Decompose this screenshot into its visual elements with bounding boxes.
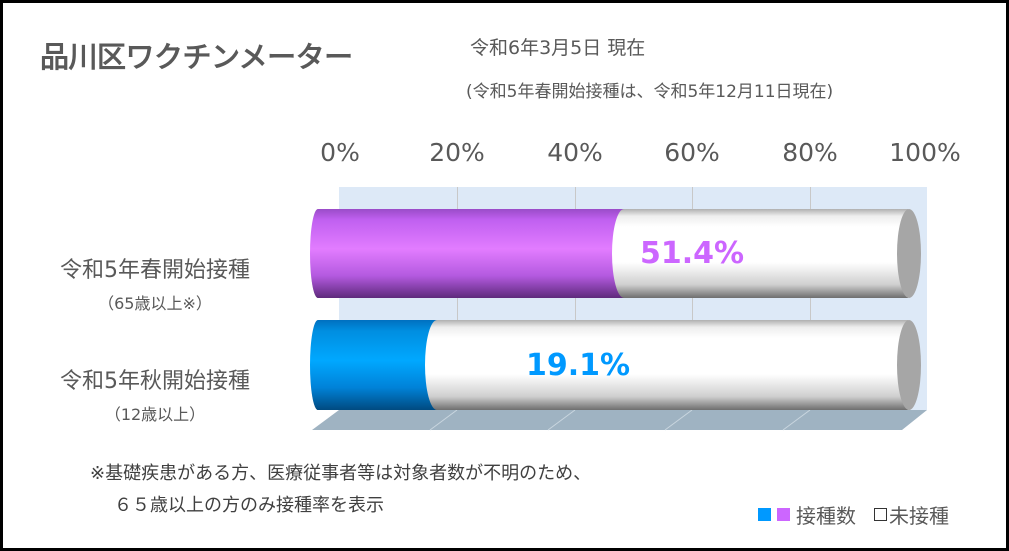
category-title: 令和5年秋開始接種: [60, 369, 250, 394]
bar-spring-2023: [310, 209, 921, 298]
x-tick-0: 0%: [320, 138, 360, 167]
footnote-line-1: ※基礎疾患がある方、医療従事者等は対象者数が不明のため、: [90, 463, 592, 484]
category-subtitle: （65歳以上※）: [98, 294, 212, 313]
legend-unvaccinated-label: 未接種: [889, 504, 949, 528]
category-title: 令和5年春開始接種: [60, 258, 250, 283]
x-tick-40: 40%: [547, 138, 603, 167]
as-of-date: 令和6年3月5日 現在: [470, 37, 646, 59]
gridline: [692, 187, 693, 410]
as-of-date-note: (令和5年春開始接種は、令和5年12月11日現在): [466, 82, 834, 102]
category-subtitle: （12歳以上）: [104, 405, 206, 424]
legend-swatch-empty-icon: [874, 508, 887, 521]
legend-swatch-blue-icon: [758, 508, 771, 521]
gridline: [457, 187, 458, 410]
bar-autumn-2023: [310, 320, 921, 410]
gridline: [810, 187, 811, 410]
plot-floor: [312, 410, 927, 430]
x-tick-20: 20%: [429, 138, 485, 167]
x-tick-60: 60%: [664, 138, 720, 167]
legend-swatch-purple-icon: [777, 508, 790, 521]
category-label-autumn: 令和5年秋開始接種 （12歳以上）: [20, 363, 290, 425]
legend: 接種数 未接種: [758, 500, 949, 529]
gridline: [575, 187, 576, 410]
x-tick-80: 80%: [782, 138, 838, 167]
legend-vaccinated-label: 接種数: [796, 504, 856, 528]
footnote: ※基礎疾患がある方、医療従事者等は対象者数が不明のため、 ６５歳以上の方のみ接種…: [90, 458, 591, 522]
footnote-line-2: ６５歳以上の方のみ接種率を表示: [114, 495, 384, 516]
category-label-spring: 令和5年春開始接種 （65歳以上※）: [20, 252, 290, 314]
page-title: 品川区ワクチンメーター: [40, 40, 353, 74]
value-label-spring: 51.4%: [639, 236, 745, 271]
value-label-autumn: 19.1%: [525, 348, 631, 383]
x-tick-100: 100%: [889, 138, 961, 167]
